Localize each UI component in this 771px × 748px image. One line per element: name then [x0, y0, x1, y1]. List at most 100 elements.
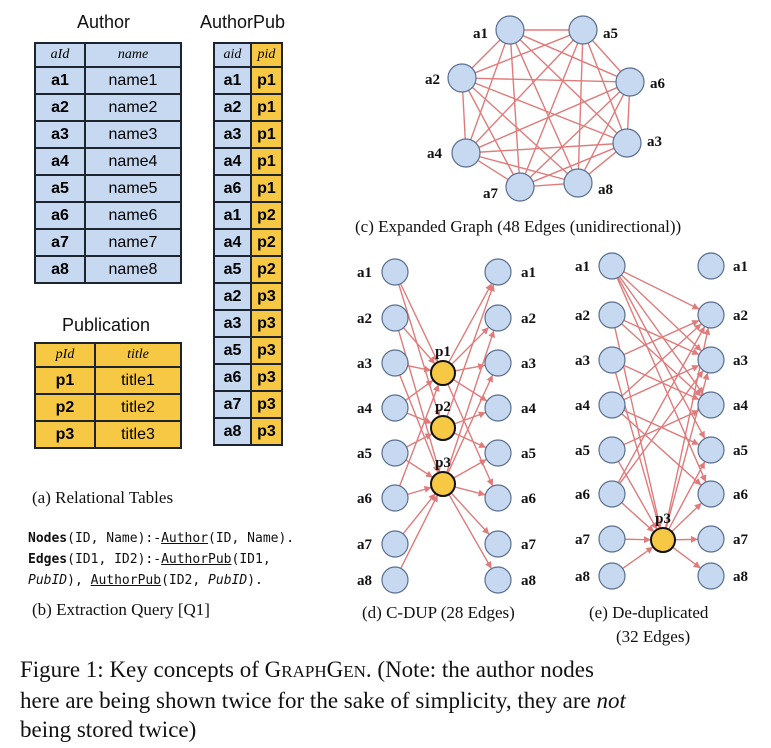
graph-edge — [479, 143, 614, 153]
author-node-left — [381, 566, 409, 594]
graph-edge — [403, 327, 436, 365]
query-nodes-keyword: Nodes — [28, 531, 68, 546]
figure-caption: Figure 1: Key concepts of GRAPHGEN. (Not… — [20, 655, 626, 744]
publication-node — [430, 471, 456, 497]
author-node-left — [598, 480, 626, 508]
author-node-right — [697, 252, 725, 280]
authorpub-cell: p3 — [250, 390, 283, 419]
graph-edge — [407, 364, 432, 373]
publication-cell: title2 — [94, 393, 182, 422]
authorpub-table: aid pid a1 p1 a2 p1 a3 p1 a4 p1 a6 p1 a1 p2 a4 p2 a5 p2… — [213, 42, 283, 446]
authorpub-cell: p3 — [250, 363, 283, 392]
author-node-label: a3 — [575, 353, 590, 369]
caption-d: (d) C-DUP (28 Edges) — [362, 603, 515, 622]
graph-edge — [454, 486, 486, 497]
publication-cell: title3 — [94, 420, 182, 449]
query-variable: PubID — [208, 573, 248, 588]
author-node-label: a8 — [575, 569, 590, 585]
graph-edge — [447, 374, 494, 474]
author-node-label: a4 — [733, 398, 749, 414]
graph-edge — [618, 276, 705, 395]
graph-edge — [623, 319, 700, 356]
author-node-label: a7 — [733, 532, 749, 548]
publication-node — [430, 360, 456, 386]
graph-edge — [398, 284, 441, 417]
author-node-right — [697, 562, 725, 590]
graph-edge — [467, 90, 515, 175]
publication-node — [430, 415, 456, 441]
author-node-right — [697, 436, 725, 464]
query-text: (ID2, — [161, 573, 209, 588]
graph-edge — [587, 42, 623, 131]
author-node-right — [484, 349, 512, 377]
graph-edge — [623, 271, 700, 310]
author-node-right — [697, 525, 725, 553]
graph-edge — [399, 283, 439, 363]
query-text: (ID1, ID2):- — [67, 552, 162, 567]
author-row: a6 name6 — [34, 201, 182, 230]
query-relation: AuthorPub — [161, 552, 232, 567]
author-node — [505, 172, 535, 202]
author-row: a3 name3 — [34, 120, 182, 149]
authorpub-cell: p2 — [250, 255, 283, 284]
graph-edge — [622, 546, 654, 570]
author-cell: name1 — [84, 66, 182, 95]
figure-caption-line-3: being stored twice) — [20, 717, 197, 742]
caption-emphasis: not — [596, 688, 626, 713]
query-text: (ID1, — [231, 552, 271, 567]
graph-edge — [446, 330, 496, 473]
author-node-left — [598, 346, 626, 374]
authorpub-cell: a1 — [213, 66, 252, 95]
graph-edge — [510, 43, 520, 174]
caption-e-line2: (32 Edges) — [616, 627, 691, 646]
author-node-label: a8 — [733, 569, 748, 585]
author-cell: name6 — [84, 201, 182, 230]
graph-edge — [400, 494, 439, 569]
author-cell: name4 — [84, 147, 182, 176]
authorpub-cell: p1 — [250, 120, 283, 149]
authorpub-cell: a8 — [213, 417, 252, 446]
caption-e-line1: (e) De-duplicated — [589, 603, 709, 622]
authorpub-row: a5 p2 — [213, 255, 283, 284]
caption-smallcaps: EN — [343, 662, 366, 681]
authorpub-cell: p1 — [250, 174, 283, 203]
author-node — [563, 168, 593, 198]
query-text: (ID, Name):- — [67, 531, 162, 546]
extraction-query: Nodes(ID, Name):-Author(ID, Name). Edges… — [28, 528, 294, 591]
graph-edge — [533, 183, 565, 187]
authorpub-cell: a2 — [213, 282, 252, 311]
graph-edge — [577, 43, 584, 170]
query-edges-keyword: Edges — [28, 552, 68, 567]
author-table: aId name a1 name1 a2 name2 a3 name3 a4 name4 a5 n… — [34, 42, 182, 284]
authorpub-cell: p2 — [250, 201, 283, 230]
graph-edge — [399, 383, 440, 487]
author-node-label: a3 — [357, 356, 372, 372]
publication-node-label: p1 — [435, 344, 451, 360]
author-node-label: a2 — [733, 308, 748, 324]
author-node-label: a1 — [521, 265, 536, 281]
author-cell: a6 — [34, 201, 86, 230]
authorpub-cell: a7 — [213, 390, 252, 419]
author-node-label: a1 — [575, 259, 590, 275]
author-node — [568, 15, 598, 45]
authorpub-col-aid: aid — [213, 42, 252, 68]
graph-edge — [453, 458, 488, 479]
author-cell: name8 — [84, 255, 182, 284]
author-node-label: a1 — [473, 26, 488, 42]
author-node-label: a4 — [575, 398, 591, 414]
author-node-label: a2 — [357, 311, 372, 327]
graph-edge — [623, 409, 700, 446]
authorpub-cell: p1 — [250, 147, 283, 176]
publication-node-label: p3 — [655, 511, 671, 527]
query-line-3: PubID), AuthorPub(ID2, PubID). — [28, 570, 294, 591]
graph-edge — [623, 364, 700, 401]
publication-cell: title1 — [94, 366, 182, 395]
query-variable: PubID — [28, 573, 68, 588]
author-table-title: Author — [77, 12, 131, 32]
author-node-label: a8 — [598, 182, 613, 198]
graph-edge — [477, 159, 509, 181]
author-node-label: a7 — [483, 186, 499, 202]
author-node — [451, 138, 481, 168]
publication-col-pid: pId — [34, 342, 96, 368]
